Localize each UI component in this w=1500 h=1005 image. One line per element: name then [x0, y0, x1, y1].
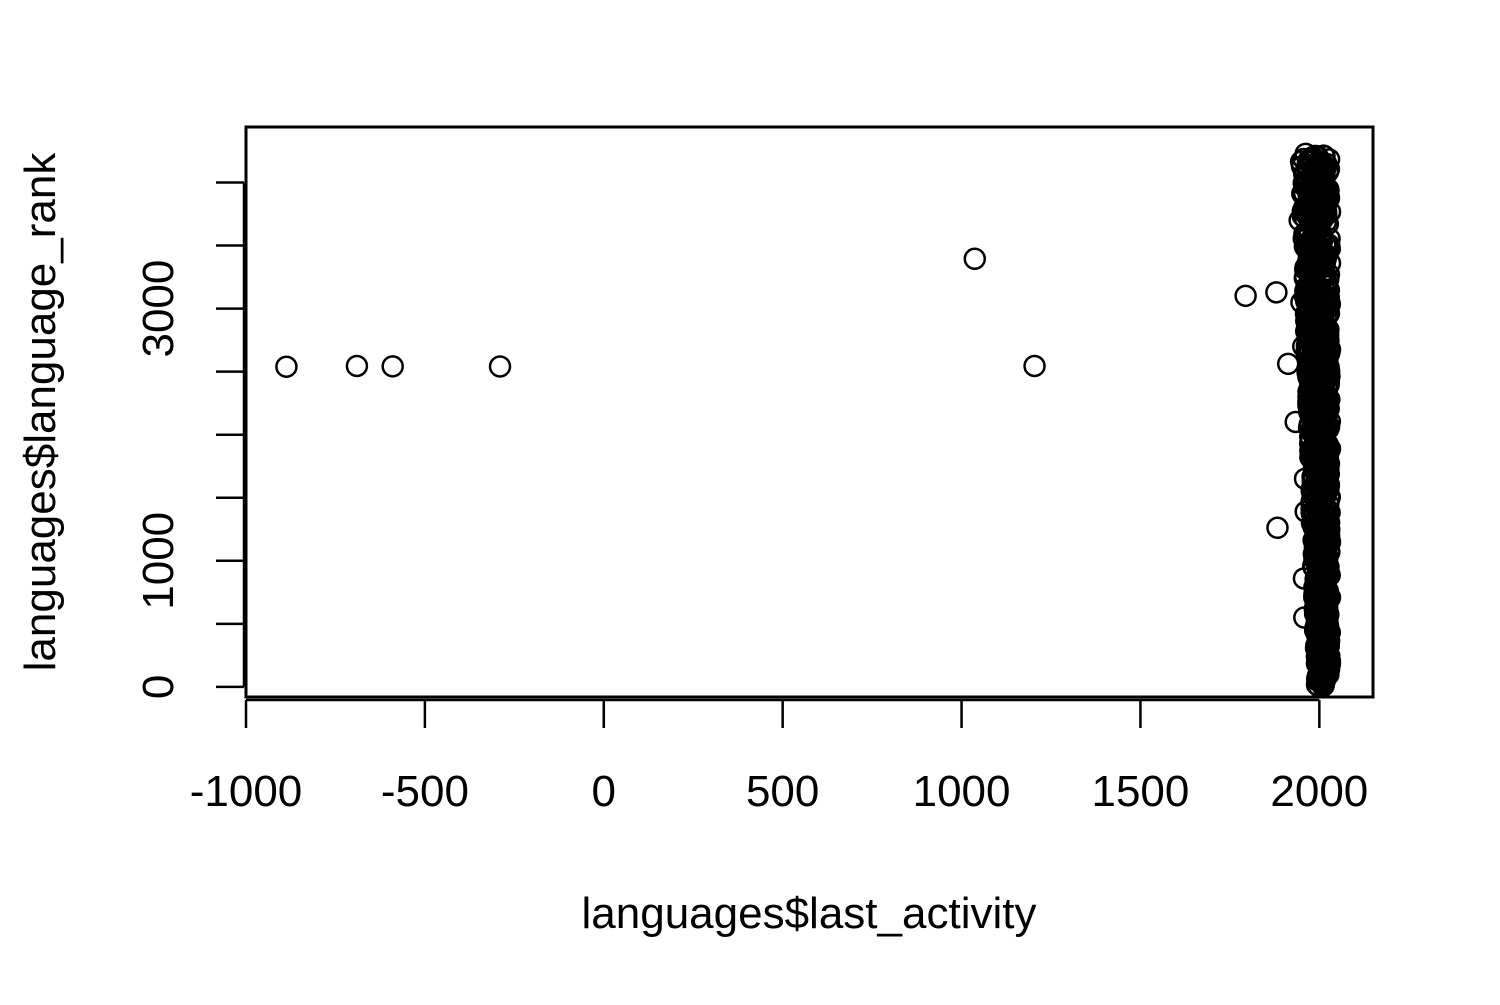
data-point	[1304, 407, 1328, 431]
data-point	[275, 355, 298, 378]
data-point	[963, 247, 987, 271]
data-point	[1311, 478, 1334, 502]
data-point	[1300, 385, 1324, 408]
data-point	[488, 355, 512, 378]
y-tick-label: 0	[134, 675, 183, 699]
data-point	[1301, 272, 1325, 296]
x-tick-label: 0	[592, 767, 616, 816]
data-point	[1310, 553, 1333, 576]
data-point	[1292, 147, 1315, 171]
data-point	[1307, 585, 1330, 608]
data-point	[1316, 632, 1340, 656]
data-point	[1311, 574, 1334, 598]
x-axis: -1000 -500 0 500 1000 1500 2000	[190, 698, 1368, 816]
y-axis-label: languages$language_rank	[16, 152, 65, 672]
x-tick-label: -500	[381, 767, 469, 816]
data-point	[1305, 519, 1329, 543]
data-point	[1023, 354, 1046, 378]
data-point	[1315, 325, 1338, 349]
data-point	[1312, 607, 1336, 630]
data-point	[1310, 589, 1334, 612]
data-point	[1312, 446, 1336, 470]
data-point	[1302, 256, 1325, 280]
data-point	[1276, 352, 1300, 376]
data-point	[381, 355, 404, 378]
data-point	[1296, 252, 1319, 275]
data-point	[1307, 653, 1330, 676]
data-point	[1307, 674, 1330, 698]
data-point	[1315, 234, 1338, 258]
data-point	[1234, 284, 1257, 308]
data-point	[1305, 283, 1329, 307]
x-axis-label: languages$last_activity	[582, 889, 1037, 938]
data-point	[1314, 660, 1337, 684]
data-point	[1316, 348, 1339, 371]
data-point	[1266, 516, 1289, 540]
data-point	[1302, 515, 1325, 539]
data-point	[1312, 453, 1336, 477]
data-point	[345, 354, 369, 378]
y-axis: 0 1000 3000	[134, 181, 246, 699]
data-point	[1296, 153, 1319, 177]
data-point	[1309, 201, 1332, 225]
plot-frame	[244, 125, 1375, 699]
data-point	[1304, 325, 1327, 348]
data-point	[1311, 156, 1335, 179]
data-point	[1265, 281, 1288, 304]
y-tick-label: 3000	[134, 260, 183, 358]
data-point	[1313, 668, 1337, 691]
x-tick-label: -1000	[190, 767, 303, 816]
x-tick-label: 1000	[913, 767, 1011, 816]
y-tick-label: 1000	[134, 512, 183, 610]
data-point	[1299, 296, 1323, 320]
data-points	[275, 142, 1342, 698]
data-point	[1299, 348, 1323, 372]
x-tick-label: 1500	[1091, 767, 1189, 816]
data-point	[1315, 611, 1339, 634]
data-point	[1317, 370, 1341, 393]
x-tick-label: 2000	[1270, 767, 1368, 816]
data-point	[1316, 560, 1340, 583]
data-point	[1317, 288, 1340, 311]
x-tick-label: 500	[746, 767, 819, 816]
